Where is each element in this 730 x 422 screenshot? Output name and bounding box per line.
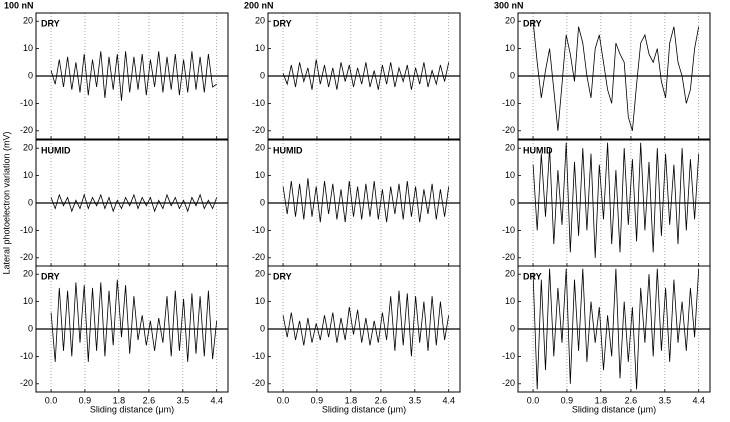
x-tick-label: 0.9: [79, 395, 92, 405]
x-tick-label: 0.9: [561, 395, 574, 405]
signal-line: [282, 178, 450, 223]
panel-frame: [35, 265, 229, 393]
x-tick-label: 2.6: [375, 395, 388, 405]
x-tick-label: 0.0: [45, 395, 58, 405]
panel-frame: [517, 265, 711, 393]
signal-line: [532, 142, 700, 258]
y-tick-label: -10: [502, 351, 515, 361]
signal-line: [50, 51, 217, 101]
y-tick-label: 0: [260, 197, 265, 207]
y-tick-label: 20: [505, 143, 515, 153]
y-tick-label: 0: [510, 197, 515, 207]
panel-label: DRY: [41, 271, 60, 281]
x-axis-label: Sliding distance (μm): [322, 404, 406, 414]
y-tick-label: 0: [28, 323, 33, 333]
x-tick-label: 2.6: [625, 395, 638, 405]
y-tick-label: -10: [502, 98, 515, 108]
y-tick-label: -10: [20, 225, 33, 235]
signal-line: [50, 279, 218, 362]
y-tick-label: -20: [20, 378, 33, 388]
y-tick-label: 20: [255, 269, 265, 279]
signal-line: [282, 59, 450, 90]
x-tick-label: 0.0: [527, 395, 540, 405]
x-tick-label: 1.8: [595, 395, 608, 405]
signal-line: [532, 268, 700, 390]
panel-label: DRY: [523, 18, 542, 28]
x-tick-label: 1.8: [113, 395, 126, 405]
y-tick-label: 20: [23, 143, 33, 153]
x-tick-label: 0.0: [277, 395, 290, 405]
x-axis-label: Sliding distance (μm): [90, 404, 174, 414]
y-tick-label: 0: [260, 323, 265, 333]
y-tick-label: -10: [502, 225, 515, 235]
x-tick-label: 4.4: [442, 395, 455, 405]
y-tick-label: 20: [505, 269, 515, 279]
y-tick-label: 0: [28, 197, 33, 207]
y-tick-label: 20: [505, 16, 515, 26]
y-tick-label: 10: [255, 43, 265, 53]
y-tick-label: 10: [23, 170, 33, 180]
y-tick-label: -20: [502, 125, 515, 135]
column-title: 300 nN: [494, 0, 524, 10]
y-tick-label: 20: [23, 269, 33, 279]
x-tick-label: 3.5: [659, 395, 672, 405]
x-tick-label: 4.4: [210, 395, 223, 405]
panel-frame: [35, 12, 229, 140]
x-tick-label: 4.4: [692, 395, 705, 405]
y-tick-label: 0: [260, 70, 265, 80]
signal-line: [50, 193, 218, 213]
panel-frame: [267, 265, 461, 393]
column-title: 200 nN: [244, 0, 274, 10]
y-tick-label: 10: [505, 296, 515, 306]
x-tick-label: 3.5: [177, 395, 190, 405]
y-tick-label: -10: [252, 98, 265, 108]
y-tick-label: -20: [252, 252, 265, 262]
panel-label: DRY: [523, 271, 542, 281]
signal-line: [282, 290, 450, 357]
signal-line: [532, 21, 700, 131]
y-tick-label: -20: [20, 125, 33, 135]
y-tick-label: 20: [255, 143, 265, 153]
y-tick-label: -20: [252, 378, 265, 388]
y-tick-label: -10: [20, 98, 33, 108]
y-tick-label: -20: [502, 252, 515, 262]
y-tick-label: -10: [20, 351, 33, 361]
y-tick-label: 10: [23, 296, 33, 306]
y-tick-label: 10: [23, 43, 33, 53]
panel-label: DRY: [273, 271, 292, 281]
panel-label: HUMID: [41, 145, 71, 155]
y-tick-label: 20: [255, 16, 265, 26]
y-tick-label: 0: [510, 323, 515, 333]
panel-label: HUMID: [523, 145, 553, 155]
y-tick-label: 0: [28, 70, 33, 80]
panel-frame: [267, 12, 461, 140]
y-tick-label: -20: [252, 125, 265, 135]
panel-label: DRY: [41, 18, 60, 28]
x-tick-label: 2.6: [143, 395, 156, 405]
y-tick-label: 0: [510, 70, 515, 80]
x-tick-label: 0.9: [311, 395, 324, 405]
x-tick-label: 1.8: [345, 395, 358, 405]
y-tick-label: -10: [252, 225, 265, 235]
panel-frame: [517, 12, 711, 140]
panel-label: HUMID: [273, 145, 303, 155]
panel-label: DRY: [273, 18, 292, 28]
y-tick-label: 10: [505, 43, 515, 53]
y-tick-label: 20: [23, 16, 33, 26]
y-axis-label: Lateral photoelectron variation (mV): [1, 131, 11, 274]
y-tick-label: 10: [255, 296, 265, 306]
column-title: 100 nN: [4, 0, 34, 10]
x-tick-label: 3.5: [409, 395, 422, 405]
y-tick-label: -20: [20, 252, 33, 262]
y-tick-label: -20: [502, 378, 515, 388]
y-tick-label: 10: [505, 170, 515, 180]
x-axis-label: Sliding distance (μm): [572, 404, 656, 414]
y-tick-label: -10: [252, 351, 265, 361]
y-tick-label: 10: [255, 170, 265, 180]
